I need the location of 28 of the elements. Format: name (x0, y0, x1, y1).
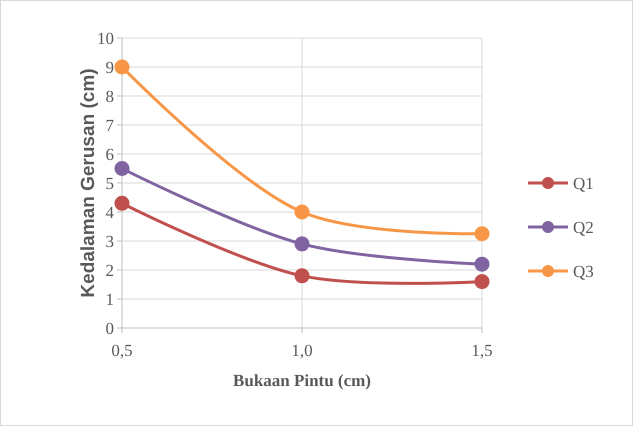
x-tick-label: 1,0 (291, 341, 313, 360)
y-tick-label: 2 (106, 260, 114, 280)
point (474, 256, 490, 272)
y-tick-label: 10 (97, 28, 114, 48)
legend-label: Q2 (573, 218, 594, 237)
point (474, 226, 490, 242)
legend-label: Q1 (573, 174, 594, 193)
y-tick-label: 3 (106, 232, 114, 251)
y-tick-label: 8 (106, 86, 114, 106)
y-tick-label: 0 (106, 318, 114, 338)
point (114, 161, 130, 176)
y-axis-title: Kedalaman Gerusan (cm) (78, 68, 99, 298)
point (114, 60, 130, 74)
x-axis-title: Bukaan Pintu (cm) (233, 371, 371, 390)
point (294, 268, 310, 284)
point (114, 196, 130, 211)
y-tick-label: 1 (106, 290, 114, 309)
point (294, 236, 310, 252)
x-tick-label: 0,5 (111, 341, 133, 360)
y-tick-label: 4 (106, 202, 114, 222)
legend-label: Q3 (573, 262, 594, 281)
y-tick-label: 6 (106, 144, 114, 164)
y-tick-label: 5 (106, 174, 114, 193)
y-tick-label: 7 (106, 116, 114, 135)
y-tick-label: 9 (106, 58, 114, 77)
point (474, 274, 490, 290)
x-tick-label: 1,5 (471, 341, 493, 360)
point (294, 204, 310, 220)
